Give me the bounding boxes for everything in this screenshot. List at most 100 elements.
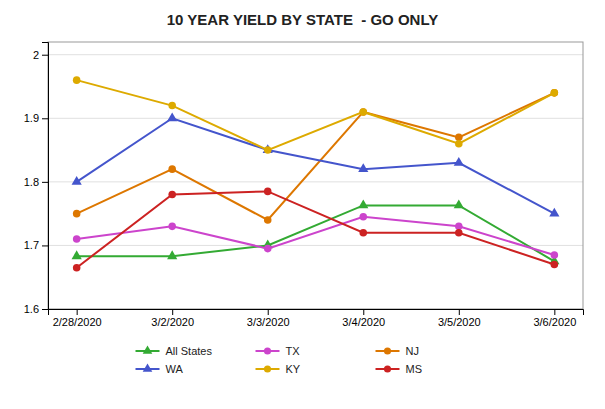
- legend: All States TX NJ WA KY MS: [136, 345, 423, 375]
- x-tick: 3/6/2020: [533, 309, 576, 328]
- legend-label: TX: [286, 345, 301, 357]
- plot: 2/28/2020 3/2/2020 3/3/2020 3/4/2020 3/5/202…: [24, 42, 584, 375]
- point: [455, 140, 463, 148]
- y-tick: 1.7: [24, 239, 48, 251]
- point: [264, 146, 272, 154]
- point: [168, 165, 176, 173]
- legend-item: WA: [136, 363, 184, 375]
- plot-frame: [48, 42, 583, 309]
- point: [454, 199, 464, 208]
- legend-marker: [384, 365, 391, 372]
- point: [551, 251, 559, 259]
- point: [73, 235, 81, 243]
- x-tick-mark: [268, 309, 269, 315]
- x-tick: 3/2/2020: [151, 309, 194, 328]
- point: [73, 264, 81, 272]
- point: [455, 229, 463, 237]
- x-tick-label: 3/4/2020: [342, 316, 385, 328]
- marks: [72, 76, 560, 271]
- legend-label: MS: [406, 363, 423, 375]
- point: [358, 199, 368, 208]
- y-axis: 1.6 1.7 1.8 1.9 2: [24, 43, 49, 316]
- x-tick-mark: [363, 309, 364, 315]
- line: [77, 80, 555, 150]
- y-tick: 1.6: [24, 303, 48, 315]
- y-tick-label: 2: [33, 49, 39, 61]
- line: [77, 217, 555, 255]
- y-tick-label: 1.9: [24, 112, 39, 124]
- x-axis-line: [49, 310, 584, 316]
- x-tick-mark: [77, 309, 78, 315]
- point: [359, 213, 367, 221]
- line: [77, 191, 555, 267]
- point: [359, 108, 367, 116]
- legend-marker: [143, 345, 153, 353]
- x-tick: 2/28/2020: [53, 309, 102, 328]
- point: [264, 216, 272, 224]
- legend-marker: [384, 347, 391, 354]
- legend-label: NJ: [406, 345, 419, 357]
- y-tick-mark: [42, 118, 48, 119]
- point: [549, 208, 559, 217]
- point: [167, 112, 177, 121]
- legend-marker: [264, 347, 271, 354]
- point: [551, 89, 559, 97]
- point: [359, 108, 367, 116]
- point: [73, 210, 81, 218]
- point: [264, 188, 272, 196]
- y-tick-label: 1.7: [24, 239, 39, 251]
- legend-item: All States: [136, 345, 213, 357]
- y-axis-line: [42, 43, 49, 310]
- series: [73, 188, 558, 272]
- series: [72, 199, 560, 264]
- x-tick-mark: [172, 309, 173, 315]
- point: [454, 157, 464, 166]
- point: [551, 261, 559, 269]
- x-tick-label: 3/3/2020: [247, 316, 290, 328]
- legend-item: KY: [256, 363, 301, 375]
- x-tick-mark: [554, 309, 555, 315]
- x-tick: 3/4/2020: [342, 309, 385, 328]
- line: [77, 118, 555, 213]
- y-tick-label: 1.8: [24, 176, 39, 188]
- series: [73, 89, 558, 224]
- x-tick-label: 3/2/2020: [151, 316, 194, 328]
- line: [77, 93, 555, 220]
- legend-marker: [143, 363, 153, 371]
- series: [73, 76, 558, 153]
- x-tick: 3/5/2020: [438, 309, 481, 328]
- grid-line: [48, 245, 583, 246]
- y-tick-mark: [42, 55, 48, 56]
- point: [168, 102, 176, 110]
- legend-label: KY: [286, 363, 301, 375]
- legend-marker: [264, 365, 271, 372]
- legend-item: TX: [256, 345, 301, 357]
- y-tick: 2: [33, 49, 48, 61]
- y-tick-mark: [42, 309, 48, 310]
- y-tick: 1.8: [24, 176, 48, 188]
- y-tick-label: 1.6: [24, 303, 39, 315]
- x-tick-label: 3/5/2020: [438, 316, 481, 328]
- y-tick-mark: [42, 245, 48, 246]
- point: [551, 89, 559, 97]
- legend-item: NJ: [376, 345, 419, 357]
- title: 10 YEAR YIELD BY STATE - GO ONLY: [167, 11, 438, 28]
- point: [72, 250, 82, 259]
- x-tick-label: 3/6/2020: [533, 316, 576, 328]
- point: [73, 76, 81, 84]
- x-tick: 3/3/2020: [247, 309, 290, 328]
- point: [72, 176, 82, 185]
- series: [73, 213, 558, 259]
- point: [168, 191, 176, 199]
- point: [168, 223, 176, 231]
- point: [359, 229, 367, 237]
- legend-item: MS: [376, 363, 423, 375]
- chart: 10 YEAR YIELD BY STATE - GO ONLY 2/28/202…: [0, 0, 605, 409]
- legend-label: WA: [166, 363, 184, 375]
- y-tick-mark: [42, 182, 48, 183]
- x-tick-mark: [459, 309, 460, 315]
- point: [358, 163, 368, 172]
- point: [167, 250, 177, 259]
- x-tick-label: 2/28/2020: [53, 316, 102, 328]
- legend-label: All States: [166, 345, 213, 357]
